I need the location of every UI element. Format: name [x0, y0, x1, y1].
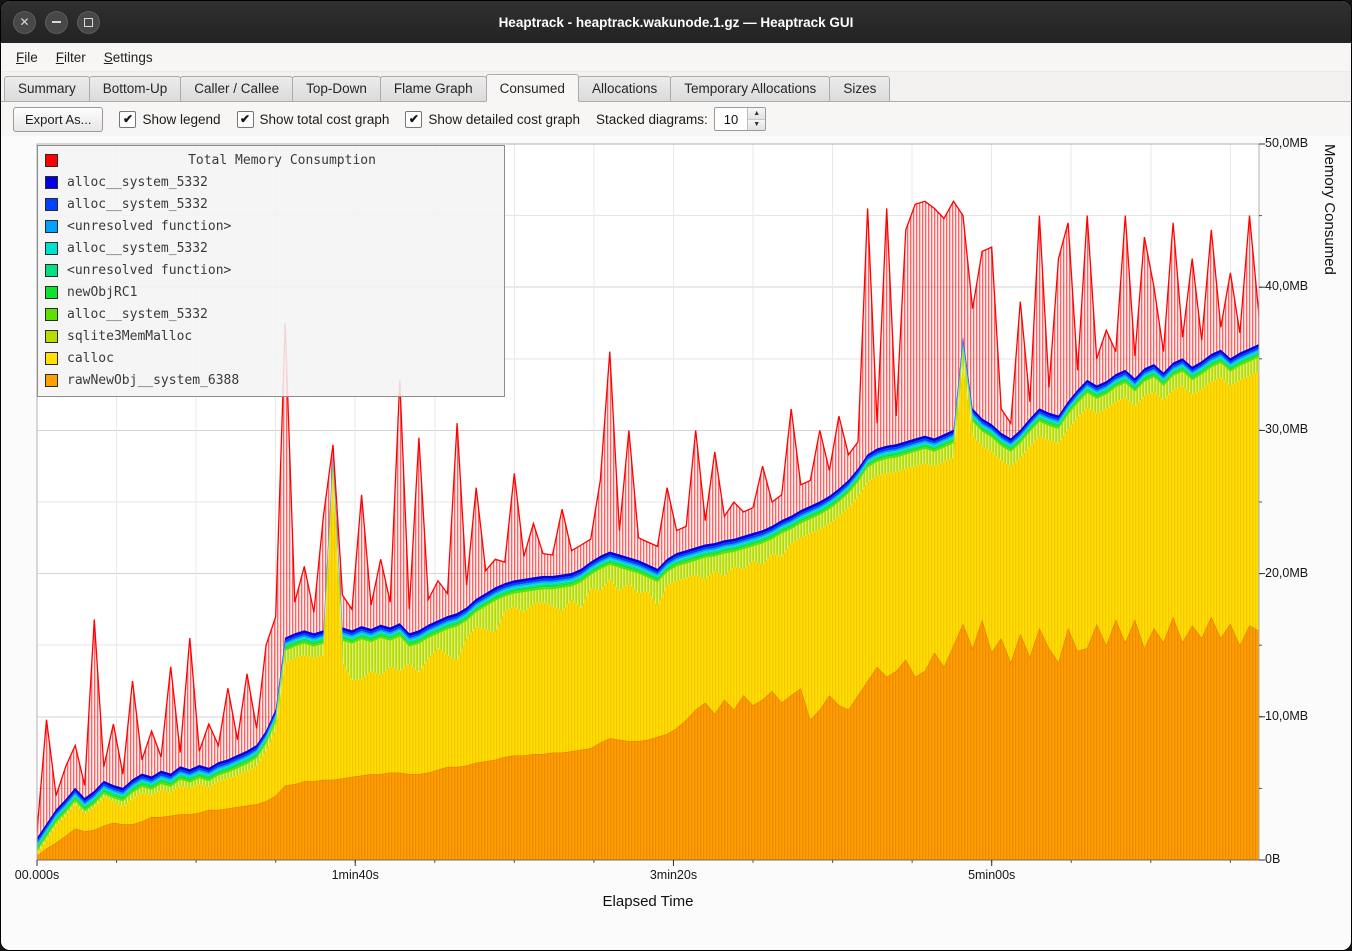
- legend-entry: newObjRC1: [45, 281, 497, 303]
- chevron-up-icon: ▲: [753, 109, 761, 117]
- checkbox-group: ✔ Show legend ✔ Show total cost graph ✔ Show …: [119, 110, 580, 128]
- legend-label: newObjRC1: [67, 284, 138, 300]
- close-button[interactable]: ✕: [13, 10, 36, 34]
- spinbox-value[interactable]: 10: [723, 111, 739, 127]
- tab-summary[interactable]: Summary: [4, 76, 90, 101]
- stacked-diagrams-spinbox[interactable]: 10 ▲ ▼: [713, 107, 767, 131]
- spinbox-buttons: ▲ ▼: [747, 108, 766, 130]
- legend-swatch: [45, 153, 58, 167]
- chevron-down-icon: ▼: [753, 121, 761, 129]
- checkbox-label: Show detailed cost graph: [428, 111, 580, 127]
- legend-entry: alloc__system_5332: [45, 237, 497, 259]
- y-axis-title: Memory Consumed: [1321, 144, 1338, 275]
- menu-file[interactable]: File: [16, 49, 38, 65]
- legend-swatch: [45, 263, 58, 277]
- legend-label: alloc__system_5332: [67, 240, 208, 256]
- check-icon: ✔: [122, 112, 134, 126]
- y-tick-label: 0B: [1265, 852, 1281, 866]
- toolbar: Export As... ✔ Show legend ✔ Show total cos…: [1, 102, 1351, 136]
- legend-label: alloc__system_5332: [67, 196, 208, 212]
- legend-title: Total Memory Consumption: [188, 152, 376, 168]
- checkbox-label: Show legend: [142, 111, 221, 127]
- legend-entry: sqlite3MemMalloc: [45, 325, 497, 347]
- legend-swatch: [45, 219, 58, 233]
- check-icon: ✔: [408, 112, 419, 126]
- checkbox-box[interactable]: ✔: [236, 110, 254, 128]
- maximize-button[interactable]: [77, 10, 100, 34]
- chart-legend: Total Memory Consumption alloc__system_53…: [37, 145, 505, 397]
- minimize-button[interactable]: [45, 10, 68, 34]
- legend-swatch: [45, 329, 58, 343]
- legend-entry: alloc__system_5332: [45, 303, 497, 325]
- y-tick-label: 20,0MB: [1265, 565, 1309, 580]
- legend-entry: rawNewObj__system_6388: [45, 369, 497, 391]
- tab-allocations[interactable]: Allocations: [577, 76, 672, 101]
- checkbox-show-detailed-cost-graph[interactable]: ✔ Show detailed cost graph: [405, 110, 580, 128]
- y-tick-label: 50,0MB: [1265, 136, 1309, 150]
- stacked-diagrams-control: Stacked diagrams: 10 ▲ ▼: [595, 107, 767, 131]
- x-tick-label: 3min20s: [649, 868, 698, 882]
- legend-entry: alloc__system_5332: [45, 193, 497, 215]
- legend-label: sqlite3MemMalloc: [67, 328, 193, 344]
- tabbar: Summary Bottom-Up Caller / Callee Top-Down F…: [1, 72, 1351, 102]
- legend-label: <unresolved function>: [67, 218, 232, 234]
- legend-swatch: [45, 285, 58, 299]
- legend-entry: <unresolved function>: [45, 259, 497, 281]
- legend-label: alloc__system_5332: [67, 306, 208, 322]
- tab-temporary-allocations[interactable]: Temporary Allocations: [670, 76, 831, 101]
- stacked-diagrams-label: Stacked diagrams:: [595, 111, 708, 127]
- y-tick-label: 30,0MB: [1265, 422, 1309, 437]
- legend-swatch: [45, 373, 58, 387]
- maximize-icon: [84, 17, 93, 27]
- close-icon: ✕: [19, 15, 30, 29]
- checkbox-show-total-cost-graph[interactable]: ✔ Show total cost graph: [236, 110, 390, 128]
- spinbox-down-button[interactable]: ▼: [748, 118, 766, 130]
- y-tick-label: 10,0MB: [1265, 708, 1309, 723]
- x-tick-label: 1min40s: [331, 868, 379, 882]
- menu-settings[interactable]: Settings: [103, 49, 153, 65]
- menu-filter[interactable]: Filter: [55, 49, 86, 65]
- x-axis-title: Elapsed Time: [602, 893, 694, 910]
- tab-caller-callee[interactable]: Caller / Callee: [180, 76, 294, 101]
- tab-bottom-up[interactable]: Bottom-Up: [88, 76, 182, 101]
- checkbox-show-legend[interactable]: ✔ Show legend: [119, 110, 221, 128]
- legend-label: calloc: [67, 350, 114, 366]
- tab-flame-graph[interactable]: Flame Graph: [379, 76, 487, 101]
- tab-consumed[interactable]: Consumed: [485, 74, 579, 102]
- legend-label: <unresolved function>: [67, 262, 232, 278]
- legend-entry: alloc__system_5332: [45, 171, 497, 193]
- checkbox-box[interactable]: ✔: [405, 110, 423, 128]
- export-as-button[interactable]: Export As...: [13, 106, 104, 132]
- legend-swatch: [45, 197, 58, 211]
- minimize-icon: [52, 21, 61, 23]
- legend-label: alloc__system_5332: [67, 174, 208, 190]
- spinbox-up-button[interactable]: ▲: [748, 108, 766, 119]
- y-tick-label: 40,0MB: [1265, 279, 1309, 294]
- window-title: Heaptrack - heaptrack.wakunode.1.gz — He…: [498, 14, 854, 30]
- tab-top-down[interactable]: Top-Down: [292, 76, 381, 101]
- memory-consumption-chart[interactable]: [36, 143, 1265, 866]
- checkbox-label: Show total cost graph: [259, 111, 390, 127]
- legend-swatch: [45, 241, 58, 255]
- x-tick-label: 00.000s: [14, 868, 60, 882]
- legend-title-row: Total Memory Consumption: [45, 149, 497, 171]
- legend-swatch: [45, 351, 58, 365]
- tab-sizes[interactable]: Sizes: [829, 76, 891, 101]
- legend-swatch: [45, 307, 58, 321]
- chart-area: Total Memory Consumption alloc__system_53…: [1, 136, 1351, 950]
- legend-entry: calloc: [45, 347, 497, 369]
- titlebar: ✕ Heaptrack - heaptrack.wakunode.1.gz — …: [1, 1, 1351, 43]
- check-icon: ✔: [240, 112, 251, 126]
- checkbox-box[interactable]: ✔: [119, 110, 137, 128]
- x-tick-label: 5min00s: [968, 868, 1016, 882]
- legend-swatch: [45, 175, 58, 189]
- legend-label: rawNewObj__system_6388: [67, 372, 240, 388]
- legend-entry: <unresolved function>: [45, 215, 497, 237]
- menubar: File Filter Settings: [1, 43, 1351, 72]
